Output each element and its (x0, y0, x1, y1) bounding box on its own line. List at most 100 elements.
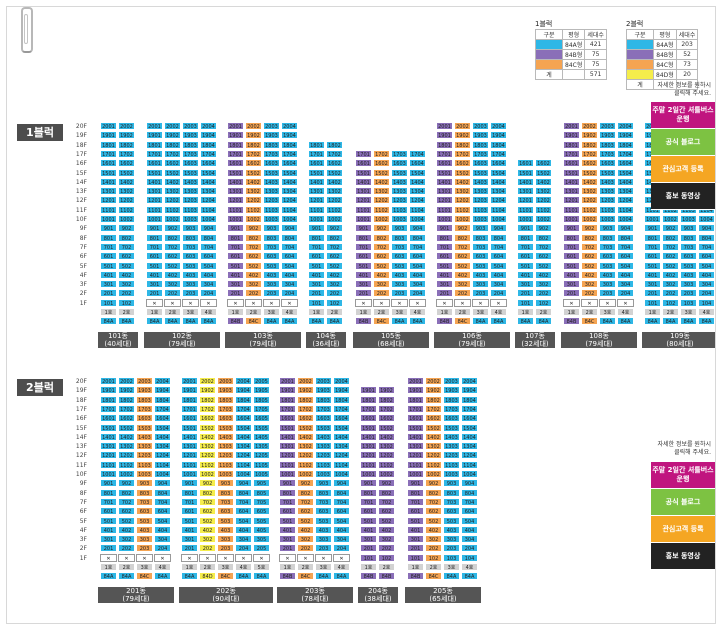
unit-cell[interactable]: 1603 (315, 414, 332, 423)
unit-cell[interactable]: 1504 (154, 423, 171, 432)
unit-cell[interactable]: 1504 (409, 168, 426, 177)
unit-cell[interactable]: 1702 (297, 404, 314, 413)
unit-cell[interactable]: 802 (454, 233, 471, 242)
unit-cell[interactable]: 1601 (100, 414, 117, 423)
unit-cell[interactable]: 502 (425, 516, 442, 525)
unit-cell[interactable]: 1501 (100, 168, 117, 177)
unit-cell[interactable]: 901 (279, 479, 296, 488)
unit-cell[interactable]: 903 (182, 224, 199, 233)
unit-cell[interactable]: 1903 (217, 386, 234, 395)
unit-cell[interactable]: 503 (315, 516, 332, 525)
unit-cell[interactable]: 1303 (443, 442, 460, 451)
unit-cell[interactable]: 502 (297, 516, 314, 525)
unit-cell[interactable]: 1102 (245, 205, 262, 214)
unit-cell[interactable]: 1901 (146, 131, 163, 140)
unit-cell[interactable]: 1204 (200, 196, 217, 205)
unit-cell[interactable]: 1402 (454, 177, 471, 186)
unit-cell[interactable]: 401 (517, 270, 534, 279)
unit-cell[interactable]: 804 (333, 488, 350, 497)
unit-cell[interactable]: 901 (355, 224, 372, 233)
unit-cell[interactable]: 704 (698, 242, 715, 251)
unit-cell[interactable]: 601 (181, 507, 198, 516)
unit-cell[interactable]: 405 (253, 525, 270, 534)
unit-cell[interactable]: 204 (698, 289, 715, 298)
unit-cell[interactable]: 204 (617, 289, 634, 298)
unit-cell[interactable]: 902 (535, 224, 552, 233)
unit-cell[interactable]: 1101 (563, 205, 580, 214)
unit-cell[interactable]: 702 (245, 242, 262, 251)
unit-cell[interactable]: 1402 (535, 177, 552, 186)
unit-cell[interactable]: 201 (100, 289, 117, 298)
unit-cell[interactable]: 204 (333, 544, 350, 553)
unit-cell[interactable]: 1403 (136, 432, 153, 441)
unit-cell[interactable]: 601 (407, 507, 424, 516)
unit-cell[interactable]: 1501 (360, 423, 377, 432)
unit-cell[interactable]: 403 (182, 270, 199, 279)
unit-cell[interactable]: 1102 (118, 205, 135, 214)
unit-cell-1f[interactable]: 103 (680, 298, 697, 307)
unit-cell[interactable]: 1402 (199, 432, 216, 441)
unit-cell[interactable]: 2001 (146, 122, 163, 130)
unit-cell[interactable]: 901 (360, 479, 377, 488)
unit-cell[interactable]: 1305 (253, 442, 270, 451)
unit-cell[interactable]: 501 (436, 261, 453, 270)
unit-cell[interactable]: 601 (563, 252, 580, 261)
unit-cell[interactable]: 202 (326, 289, 343, 298)
unit-cell[interactable]: 801 (563, 233, 580, 242)
unit-cell[interactable]: 601 (146, 252, 163, 261)
unit-cell[interactable]: 1504 (235, 423, 252, 432)
unit-cell[interactable]: 1003 (443, 470, 460, 478)
unit-cell[interactable]: 1801 (308, 140, 325, 149)
unit-cell[interactable]: 2003 (315, 377, 332, 385)
unit-cell[interactable]: 1404 (281, 177, 298, 186)
unit-cell[interactable]: 1501 (279, 423, 296, 432)
unit-cell-1f[interactable]: ✕ (100, 553, 117, 562)
unit-cell[interactable]: 1303 (217, 442, 234, 451)
unit-cell-1f[interactable]: 101 (100, 298, 117, 307)
unit-cell-1f[interactable]: ✕ (409, 298, 426, 307)
unit-cell[interactable]: 703 (443, 497, 460, 506)
unit-cell[interactable]: 1004 (698, 215, 715, 223)
unit-cell[interactable]: 1203 (315, 451, 332, 460)
unit-cell[interactable]: 604 (281, 252, 298, 261)
unit-cell[interactable]: 1303 (136, 442, 153, 451)
unit-cell[interactable]: 903 (217, 479, 234, 488)
unit-cell[interactable]: 1205 (253, 451, 270, 460)
unit-cell[interactable]: 1001 (146, 215, 163, 223)
unit-cell[interactable]: 1001 (279, 470, 296, 478)
unit-cell[interactable]: 1602 (378, 414, 395, 423)
unit-cell[interactable]: 303 (443, 535, 460, 544)
unit-cell[interactable]: 2002 (118, 377, 135, 385)
unit-cell[interactable]: 702 (373, 242, 390, 251)
unit-cell[interactable]: 602 (581, 252, 598, 261)
unit-cell[interactable]: 302 (373, 280, 390, 289)
unit-cell[interactable]: 1001 (644, 215, 661, 223)
unit-cell[interactable]: 2004 (461, 377, 478, 385)
unit-cell[interactable]: 504 (490, 261, 507, 270)
unit-cell[interactable]: 1504 (461, 423, 478, 432)
unit-cell[interactable]: 1801 (100, 140, 117, 149)
unit-cell[interactable]: 1601 (279, 414, 296, 423)
unit-cell[interactable]: 201 (517, 289, 534, 298)
unit-cell[interactable]: 1303 (391, 187, 408, 196)
unit-cell[interactable]: 1101 (360, 460, 377, 469)
unit-cell[interactable]: 1504 (333, 423, 350, 432)
unit-cell[interactable]: 1504 (617, 168, 634, 177)
unit-cell[interactable]: 303 (182, 280, 199, 289)
unit-cell[interactable]: 701 (181, 497, 198, 506)
unit-cell[interactable]: 302 (535, 280, 552, 289)
unit-cell[interactable]: 1502 (118, 423, 135, 432)
unit-cell[interactable]: 904 (235, 479, 252, 488)
unit-cell[interactable]: 1502 (535, 168, 552, 177)
unit-cell[interactable]: 1603 (599, 159, 616, 168)
unit-cell[interactable]: 301 (355, 280, 372, 289)
unit-cell[interactable]: 503 (472, 261, 489, 270)
unit-cell[interactable]: 1601 (360, 414, 377, 423)
unit-cell[interactable]: 401 (146, 270, 163, 279)
unit-cell[interactable]: 1201 (227, 196, 244, 205)
unit-cell[interactable]: 503 (599, 261, 616, 270)
side-button[interactable]: 주말 2일간 셔틀버스 운행 (651, 462, 715, 489)
unit-cell[interactable]: 504 (698, 261, 715, 270)
unit-cell[interactable]: 401 (227, 270, 244, 279)
unit-cell[interactable]: 201 (355, 289, 372, 298)
